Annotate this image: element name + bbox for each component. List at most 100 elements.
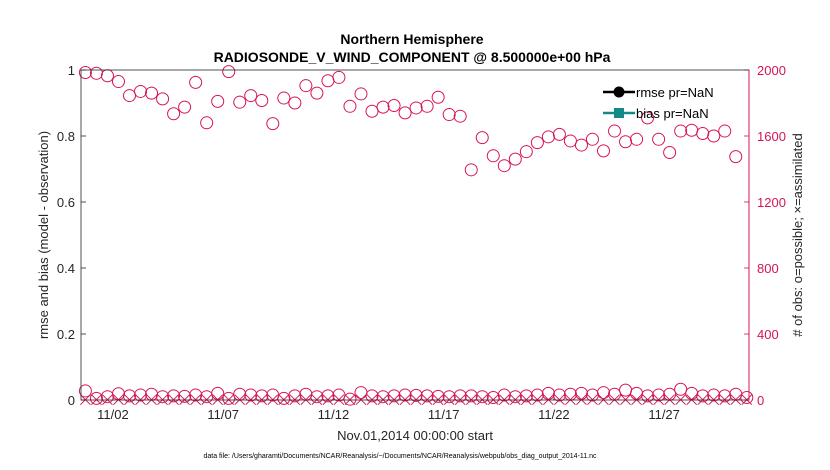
obs-possible-marker: [387, 389, 401, 403]
obs-possible-marker: [409, 101, 423, 115]
obs-possible-marker: [497, 159, 511, 173]
obs-possible-marker: [431, 389, 445, 403]
obs-possible-marker: [619, 135, 633, 149]
obs-possible-marker: [464, 163, 478, 177]
x-tick-label: 11/27: [648, 407, 680, 422]
obs-possible-marker: [530, 136, 544, 150]
obs-possible-marker: [78, 65, 92, 79]
legend: rmse pr=NaN bias pr=NaN: [603, 85, 714, 121]
obs-possible-marker: [519, 145, 533, 159]
left-tick-label: 0.4: [57, 261, 75, 276]
obs-possible-marker: [740, 391, 754, 405]
obs-possible-marker: [156, 92, 170, 106]
obs-possible-marker: [674, 124, 688, 138]
obs-possible-marker: [508, 390, 522, 404]
obs-possible-marker: [442, 108, 456, 122]
obs-possible-marker: [343, 99, 357, 113]
obs-possible-marker: [453, 389, 467, 403]
obs-possible-marker: [585, 132, 599, 146]
obs-possible-marker: [167, 389, 181, 403]
legend-rmse-label: rmse pr=NaN: [636, 85, 714, 100]
obs-possible-marker: [508, 152, 522, 166]
obs-possible-marker: [134, 84, 148, 98]
obs-possible-marker: [89, 391, 103, 405]
obs-possible-marker: [354, 87, 368, 101]
obs-possible-marker: [255, 94, 269, 108]
obs-possible-marker: [211, 386, 225, 400]
obs-possible-marker: [685, 123, 699, 137]
obs-possible-marker: [233, 95, 247, 109]
right-tick-labels: 0 400 800 1200 1600 2000: [757, 63, 786, 408]
obs-possible-marker: [167, 107, 181, 121]
obs-possible-marker: [552, 388, 566, 402]
left-tick-label: 0.2: [57, 327, 75, 342]
right-tick-label: 1200: [757, 195, 786, 210]
obs-possible-marker: [663, 146, 677, 159]
obs-possible-marker: [486, 149, 500, 163]
right-tick-label: 400: [757, 327, 779, 342]
obs-possible-marker: [641, 389, 655, 403]
obs-possible-marker: [707, 129, 721, 143]
x-tick-label: 11/02: [97, 407, 129, 422]
x-tick-label: 11/17: [428, 407, 460, 422]
obs-possible-marker: [387, 98, 401, 112]
x-tick-label: 11/22: [538, 407, 570, 422]
legend-rmse-marker: [613, 86, 625, 98]
obs-possible-marker: [244, 89, 258, 103]
obs-possible-marker: [200, 116, 214, 130]
obs-possible-marker: [310, 390, 324, 404]
obs-possible-marker: [178, 100, 192, 114]
obs-possible-marker: [266, 117, 280, 131]
right-tick-label: 1600: [757, 129, 786, 144]
obs-possible-marker: [78, 384, 92, 398]
obs-possible-marker: [156, 390, 170, 404]
obs-possible-marker: [211, 94, 225, 108]
chart-subtitle: RADIOSONDE_V_WIND_COMPONENT @ 8.500000e+…: [214, 49, 611, 65]
obs-possible-marker: [332, 70, 346, 84]
obs-possible-marker: [310, 86, 324, 100]
x-tick-label: 11/12: [318, 407, 350, 422]
obs-possible-marker: [475, 390, 489, 404]
left-tick-labels: 0 0.2 0.4 0.6 0.8 1: [57, 63, 75, 408]
left-tick-label: 0: [68, 393, 75, 408]
obs-possible-marker: [464, 389, 478, 403]
right-axis-label: # of obs: o=possible; ×=assimilated: [790, 133, 805, 336]
left-tick-label: 1: [68, 63, 75, 78]
obs-possible-marker: [519, 389, 533, 403]
left-axis-label: rmse and bias (model - observation): [36, 131, 51, 339]
obs-possible-marker: [696, 389, 710, 403]
obs-possible-marker: [321, 389, 335, 403]
obs-possible-marker: [431, 90, 445, 104]
obs-possible-marker: [365, 389, 379, 403]
obs-possible-marker: [652, 388, 666, 402]
legend-bias-marker: [614, 108, 624, 118]
obs-possible-marker: [277, 91, 291, 105]
obs-possible-marker: [123, 389, 137, 403]
obs-possible-marker: [244, 388, 258, 402]
right-tick-label: 0: [757, 393, 764, 408]
obs-possible-marker: [189, 388, 203, 402]
obs-possible-marker: [111, 75, 125, 89]
obs-possible-marker: [255, 389, 269, 403]
obs-possible-marker: [178, 389, 192, 403]
obs-possible-marker: [530, 388, 544, 402]
obs-possible-marker: [409, 388, 423, 402]
obs-possible-marker: [189, 75, 203, 89]
obs-possible-marker: [299, 79, 313, 93]
obs-possible-marker: [89, 66, 103, 80]
obs-possible-marker: [398, 388, 412, 402]
obs-possible-marker: [222, 65, 236, 79]
x-axis-label: Nov.01,2014 00:00:00 start: [337, 428, 493, 443]
obs-possible-marker: [145, 86, 159, 100]
obs-possible-marker: [497, 388, 511, 402]
obs-possible-marker: [475, 131, 489, 145]
obs-possible-marker: [376, 390, 390, 404]
obs-possible-marker: [652, 132, 666, 146]
obs-possible-marker: [288, 96, 302, 110]
x-tick-label: 11/07: [207, 407, 239, 422]
obs-possible-marker: [376, 100, 390, 114]
chart-title: Northern Hemisphere: [340, 31, 483, 47]
obs-possible-marker: [398, 106, 412, 120]
obs-possible-marker: [608, 124, 622, 138]
